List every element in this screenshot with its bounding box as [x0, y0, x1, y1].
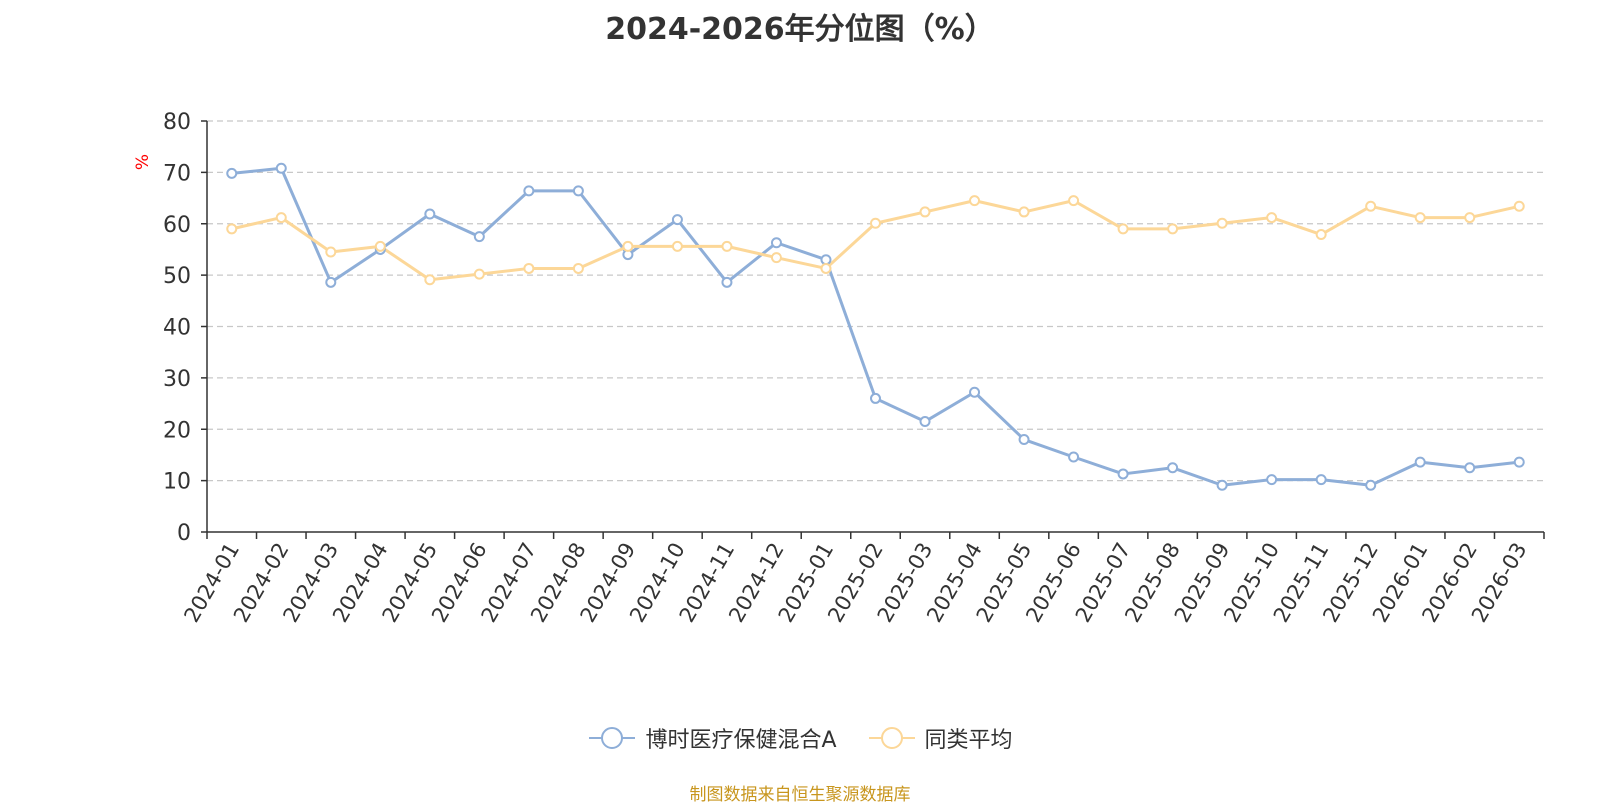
series-2-point-2025-11	[1315, 229, 1327, 241]
legend-label-series-2: 同类平均	[924, 728, 1013, 753]
series-1-point-2025-07	[1117, 468, 1129, 480]
grid-lines	[207, 120, 1544, 482]
series-2-point-2025-07	[1117, 223, 1129, 235]
y-tick-label-60: 60	[163, 213, 191, 238]
series-2-point-2025-04	[969, 195, 981, 207]
legend-marker-series-1	[589, 727, 636, 749]
chart-title: 2024-2026年分位图（%）	[605, 12, 995, 47]
series-2-point-2025-10	[1266, 212, 1278, 224]
series-1-point-2024-05	[424, 208, 436, 220]
y-tick-label-10: 10	[163, 470, 191, 495]
series-2-point-2026-02	[1464, 212, 1476, 224]
y-tick-label-80: 80	[163, 110, 191, 135]
series-2-point-2024-12	[770, 252, 782, 264]
series-2-point-2024-11	[721, 240, 733, 252]
series-2-point-2025-03	[919, 206, 931, 218]
legend-label-series-1: 博时医疗保健混合A	[645, 728, 837, 753]
series-2-point-2025-09	[1216, 217, 1228, 229]
legend-item-series-2[interactable]: 同类平均	[867, 722, 1013, 754]
series-1-point-2024-03	[325, 276, 337, 288]
legend-marker-series-2	[868, 727, 915, 749]
series-1-point-2024-08	[572, 185, 584, 197]
series-2-point-2024-01	[226, 223, 238, 235]
y-tick-label-20: 20	[163, 418, 191, 443]
series-1-point-2026-03	[1513, 456, 1525, 468]
series-1-point-2024-12	[770, 237, 782, 249]
legend-item-series-1[interactable]: 博时医疗保健混合A	[587, 722, 837, 754]
source-note: 制图数据来自恒生聚源数据库	[689, 785, 911, 805]
series-1-point-2025-11	[1315, 474, 1327, 486]
y-tick-label-0: 0	[177, 521, 191, 546]
series-1-point-2024-07	[523, 185, 535, 197]
series-2-point-2024-09	[622, 240, 634, 252]
series-1-point-2025-05	[1018, 434, 1030, 446]
series-2-point-2026-01	[1414, 212, 1426, 224]
series-1-point-2024-02	[275, 162, 287, 174]
y-axis-label: %	[133, 154, 153, 170]
series-1-point-2024-01	[226, 167, 238, 179]
series-1-point-2025-04	[969, 386, 981, 398]
series-1-point-2026-01	[1414, 456, 1426, 468]
series-1-point-2024-06	[473, 231, 485, 243]
series-2-point-2024-04	[374, 240, 386, 252]
series-2-point-2024-02	[275, 212, 287, 224]
legend: 博时医疗保健混合A 同类平均	[0, 722, 1600, 754]
series-1-point-2025-02	[870, 392, 881, 404]
series-2-point-2026-03	[1513, 200, 1525, 212]
series-1-point-2025-10	[1266, 474, 1278, 486]
series-1-point-2026-02	[1464, 462, 1476, 474]
y-tick-label-70: 70	[163, 161, 191, 186]
series-1-point-2025-01	[820, 254, 832, 266]
series-2-point-2024-08	[572, 262, 584, 274]
series-2-point-2025-02	[870, 217, 881, 229]
series-2-point-2024-10	[671, 240, 683, 252]
series-2-point-2024-05	[424, 274, 436, 286]
series-2-point-2025-12	[1365, 200, 1377, 212]
y-tick-label-40: 40	[163, 316, 191, 341]
y-tick-label-50: 50	[163, 264, 191, 289]
series-2-point-2024-07	[523, 262, 535, 274]
series-1-point-2025-06	[1068, 451, 1080, 463]
series-2-point-2025-08	[1167, 223, 1179, 235]
series-2-point-2025-01	[820, 262, 832, 274]
series-2-point-2025-05	[1018, 206, 1030, 218]
series-2-point-2024-03	[325, 246, 337, 258]
series-1-point-2024-10	[671, 214, 683, 226]
y-tick-label-30: 30	[163, 367, 191, 392]
series-1-point-2025-03	[919, 416, 931, 428]
series-1-point-2025-12	[1365, 479, 1377, 491]
series-layer	[226, 162, 1525, 491]
series-1-point-2025-09	[1216, 479, 1228, 491]
axes: 01020304050607080%2024-012024-022024-032…	[133, 110, 1545, 626]
series-1-point-2024-11	[721, 276, 733, 288]
series-2-point-2024-06	[473, 268, 485, 280]
series-2-point-2025-06	[1068, 195, 1080, 207]
series-1-point-2025-08	[1167, 462, 1179, 474]
